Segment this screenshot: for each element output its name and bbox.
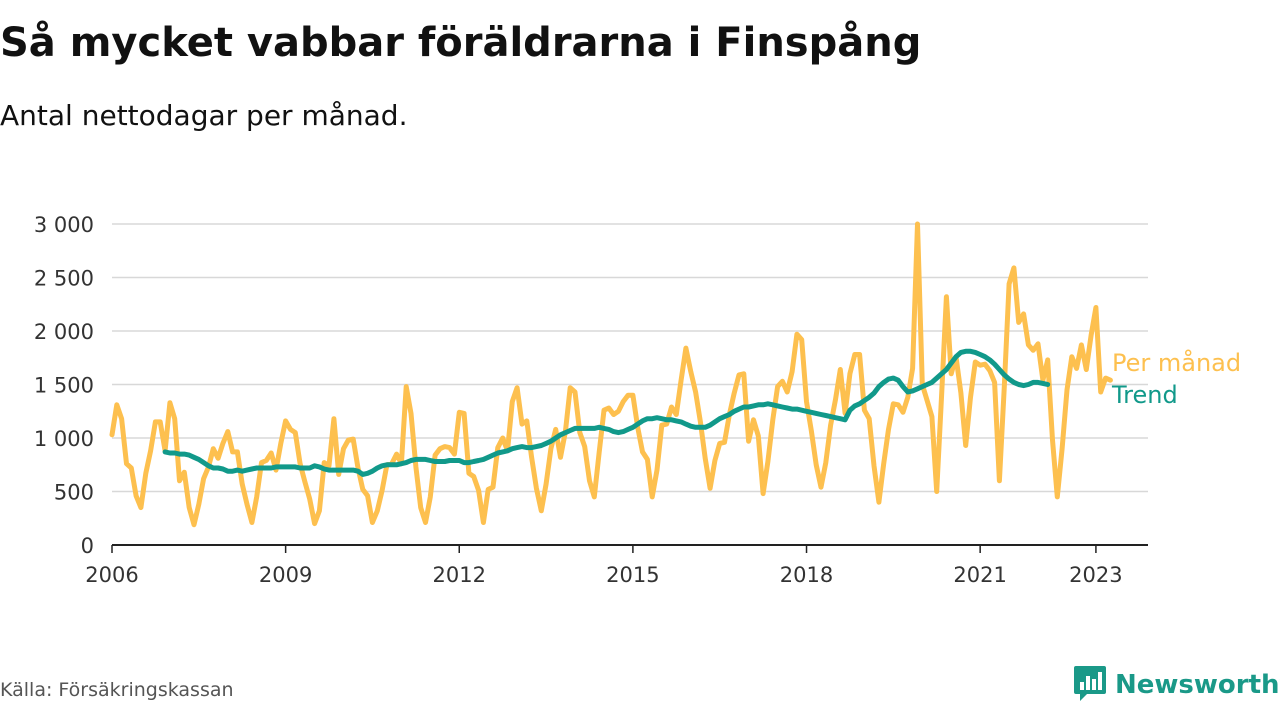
x-tick-label: 2023 — [1069, 563, 1122, 587]
legend: Per månad Trend — [1111, 348, 1241, 409]
y-tick-label: 500 — [54, 481, 94, 505]
legend-label: Trend — [1111, 381, 1178, 409]
y-tick-label: 0 — [81, 534, 94, 558]
x-tick-label: 2018 — [780, 563, 833, 587]
x-tick-label: 2006 — [85, 563, 138, 587]
source-note: Källa: Försäkringskassan — [0, 679, 234, 701]
brand-name: Newsworthy — [1115, 670, 1280, 700]
legend-label: Per månad — [1112, 348, 1241, 377]
series-lines — [109, 221, 1113, 528]
y-tick-label: 1 000 — [34, 427, 94, 451]
x-axis-tick-labels: 2006 2009 2012 2015 2018 2021 2023 — [85, 545, 1123, 587]
gridlines — [112, 223, 1148, 493]
newsworthy-logo-icon — [1073, 664, 1107, 706]
y-axis-tick-labels: 0 500 1 000 1 500 2 000 2 500 3 000 — [34, 213, 94, 558]
y-tick-label: 3 000 — [34, 213, 94, 237]
series-line-trend — [162, 348, 1051, 477]
y-tick-label: 2 000 — [34, 320, 94, 344]
series-line-per-m-nad — [109, 221, 1113, 528]
x-tick-label: 2021 — [953, 563, 1006, 587]
x-tick-label: 2009 — [259, 563, 312, 587]
y-tick-label: 2 500 — [34, 267, 94, 291]
y-tick-label: 1 500 — [34, 374, 94, 398]
chart-subtitle: Antal nettodagar per månad. — [0, 99, 408, 132]
x-tick-label: 2012 — [433, 563, 486, 587]
x-tick-label: 2015 — [606, 563, 659, 587]
brand-logo: Newsworthy — [1073, 665, 1280, 705]
chart-title: Så mycket vabbar föräldrarna i Finspång — [0, 20, 922, 66]
